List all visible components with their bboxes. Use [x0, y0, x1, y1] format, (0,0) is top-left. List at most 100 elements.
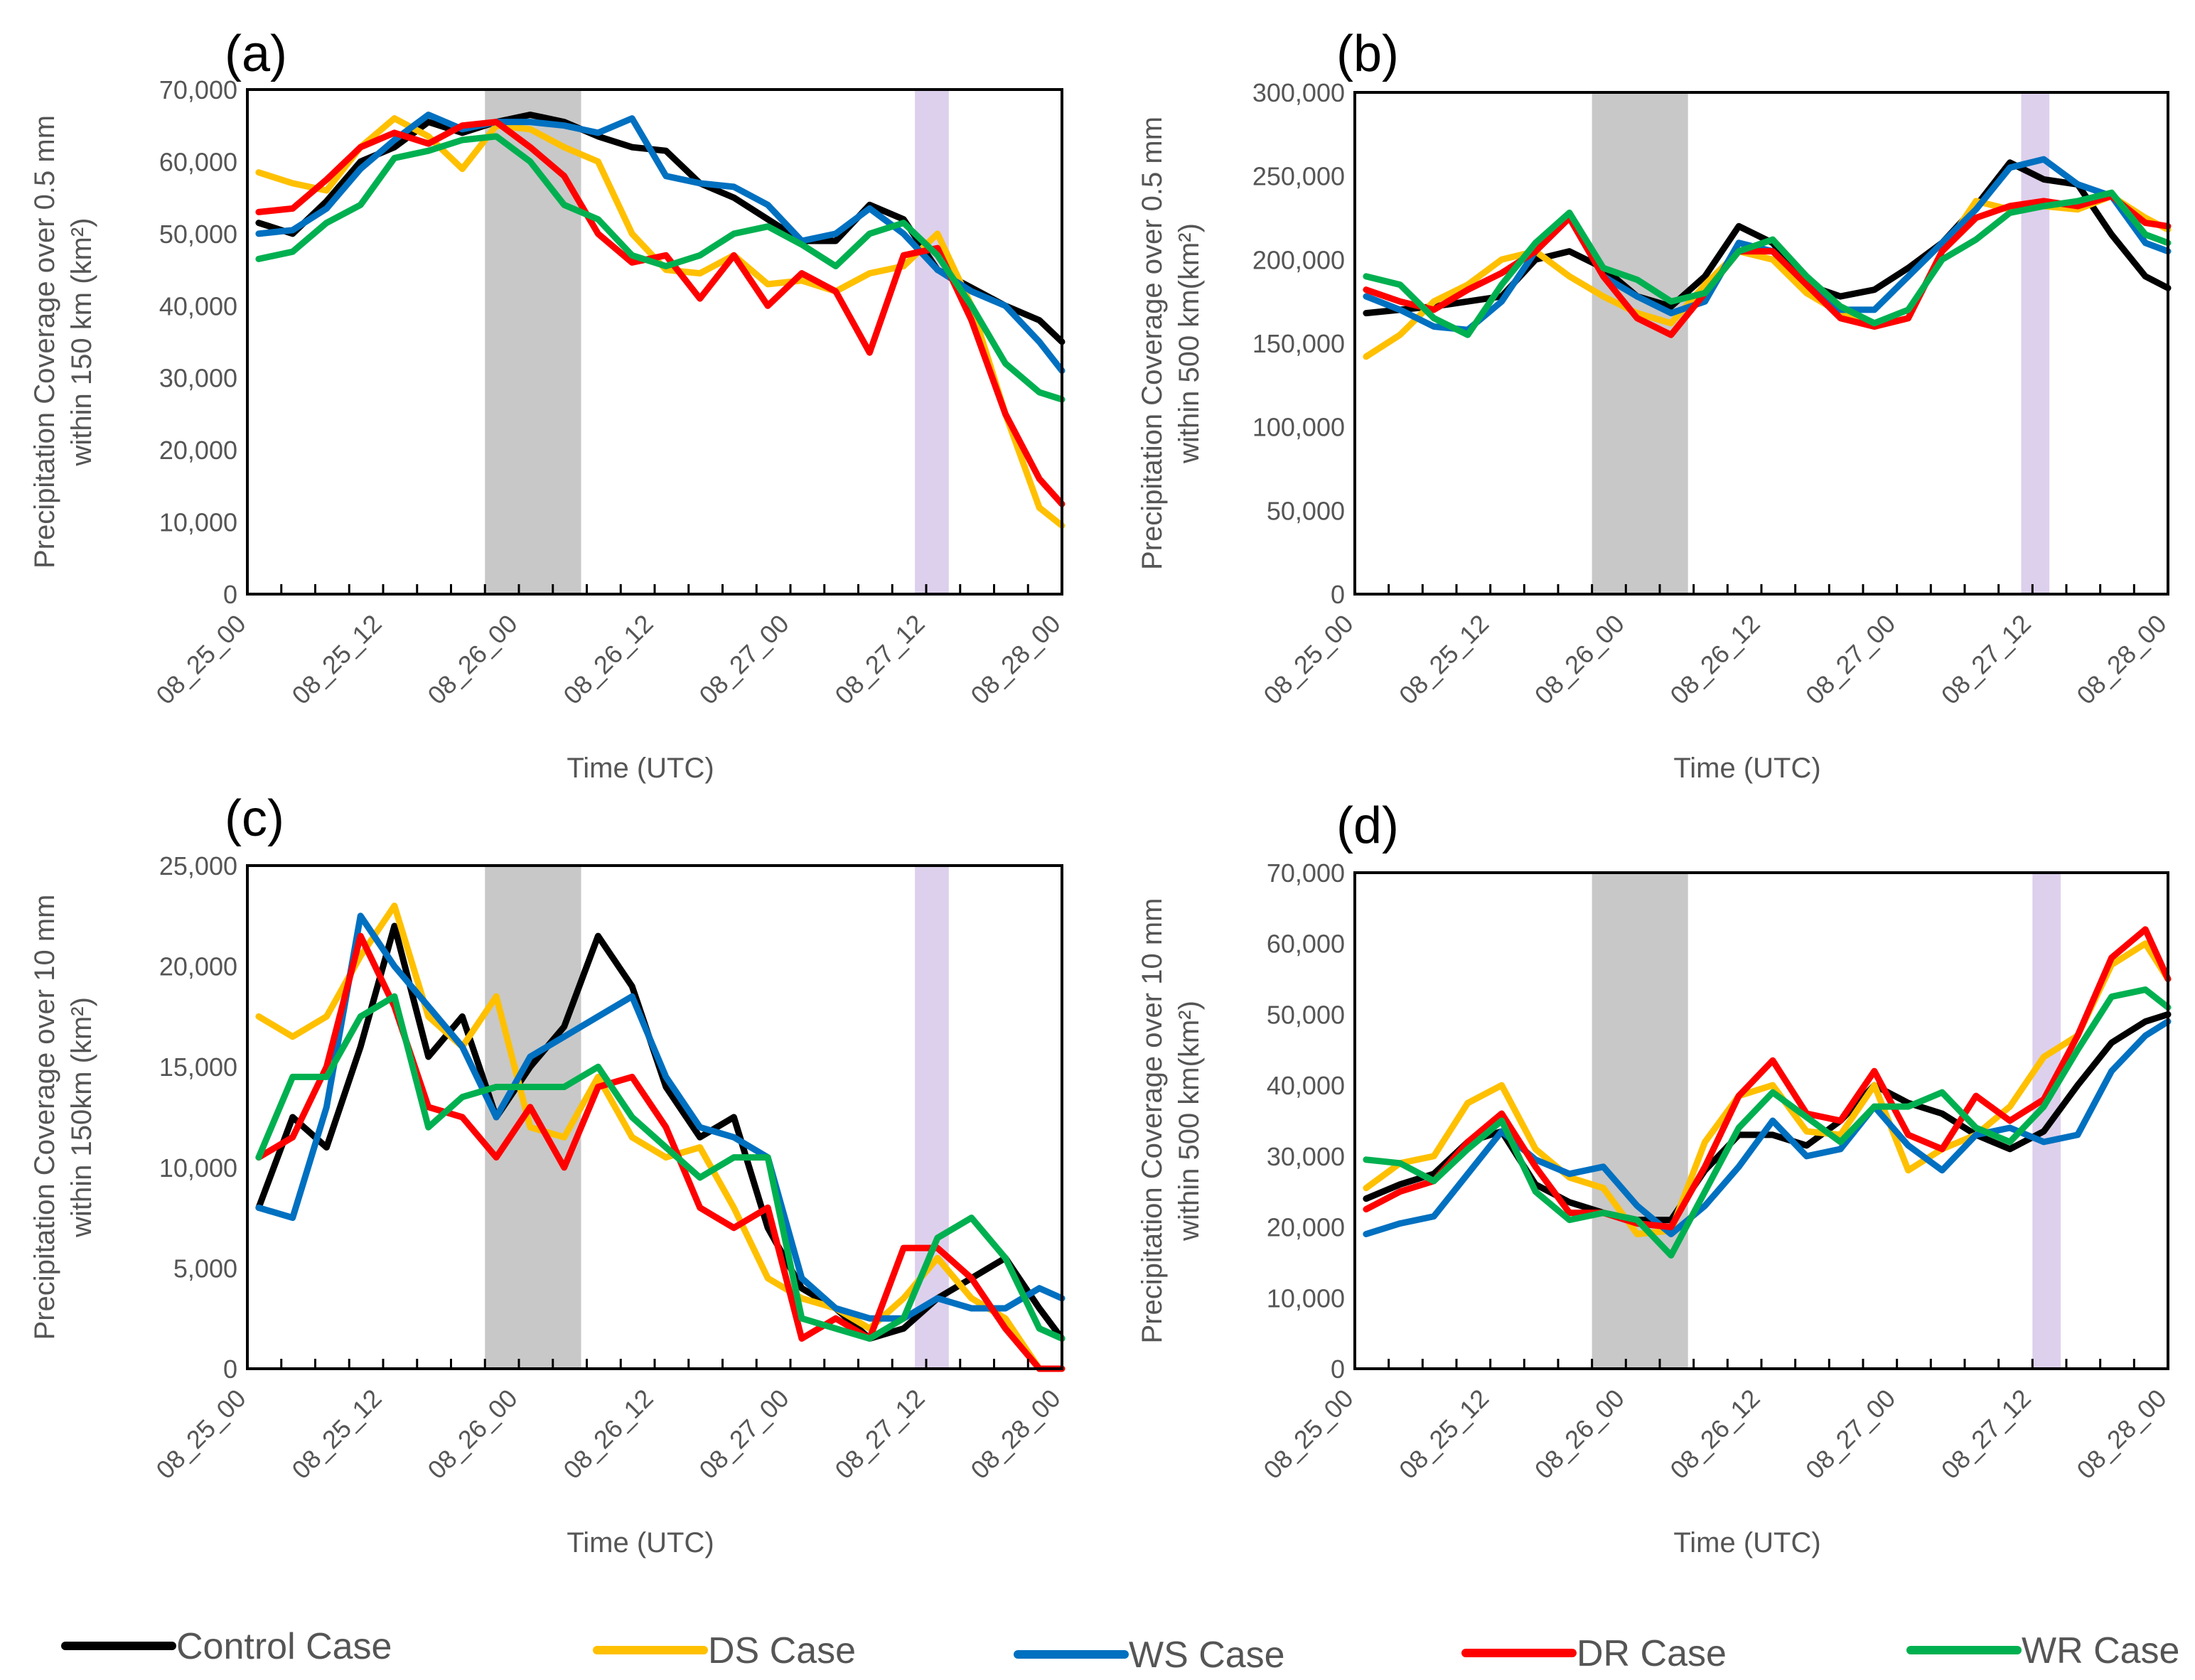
legend-label: WS Case [1129, 1635, 1285, 1676]
y-axis-title-line1: Precipitation Coverage over 0.5 mm [29, 115, 60, 569]
x-tick-label: 08_26_00 [422, 1384, 522, 1485]
x-tick-label: 08_26_00 [422, 609, 522, 710]
shaded-period-gray [1592, 92, 1688, 594]
panel-b: 0 50,000 100,000 150,000 200,000 250,000 300,0… [1137, 26, 2172, 784]
y-tick-label: 40,000 [159, 291, 237, 321]
panel-label: (a) [225, 26, 287, 82]
x-tick-label: 08_25_12 [1393, 609, 1494, 710]
y-tick-label: 40,000 [1267, 1071, 1345, 1100]
x-tick-label: 08_26_00 [1529, 1384, 1630, 1485]
panel-label: (c) [225, 790, 284, 847]
y-tick-label: 10,000 [159, 1153, 237, 1183]
x-tick-label: 08_25_00 [150, 609, 251, 710]
shaded-period-purple [2032, 873, 2061, 1369]
series-line-ds-case [1363, 940, 2172, 1237]
y-axis-title-line1: Precipitation Coverage over 10 mm [1137, 898, 1168, 1344]
y-tick-label: 200,000 [1252, 245, 1345, 274]
x-tick-label: 08_28_00 [2071, 1384, 2172, 1485]
x-tick-label: 08_25_00 [1257, 609, 1358, 710]
panel-d: 0 10,000 20,000 30,000 40,000 50,000 60,000 70,… [1137, 797, 2172, 1558]
y-axis-title-line2: within 500 km(km²) [1174, 223, 1205, 464]
y-axis-title-line2: within 500 km(km²) [1174, 1001, 1205, 1242]
x-tick-label: 08_25_12 [286, 609, 387, 710]
series-line-dr-case [255, 119, 1066, 507]
shaded-period-purple [915, 90, 949, 594]
x-tick-label: 08_27_12 [829, 1384, 930, 1485]
x-axis-title: Time (UTC) [1673, 753, 1820, 784]
y-tick-label: 0 [223, 580, 237, 609]
panel-label: (d) [1336, 797, 1399, 854]
series-line-ws-case [1363, 1018, 2172, 1237]
x-tick-label: 08_26_00 [1529, 609, 1630, 710]
series-line-ws-case [255, 912, 1066, 1322]
y-tick-label: 0 [1331, 580, 1345, 609]
x-tick-label: 08_27_12 [829, 609, 930, 710]
x-tick-label: 08_26_12 [557, 609, 658, 710]
x-axis-title: Time (UTC) [567, 753, 714, 784]
y-tick-label: 10,000 [1267, 1283, 1345, 1313]
series-line-ds-case [255, 115, 1066, 529]
legend-label: Control Case [176, 1626, 392, 1667]
series-line-wr-case [1363, 986, 2172, 1259]
y-tick-label: 30,000 [159, 364, 237, 393]
y-tick-label: 20,000 [1267, 1213, 1345, 1242]
legend: Control Case DS Case WS Case DR Case WR Case [61, 1626, 2179, 1676]
y-tick-label: 300,000 [1252, 78, 1345, 107]
legend-item-ws-case: WS Case [1014, 1635, 1285, 1676]
legend-item-dr-case: DR Case [1461, 1633, 1727, 1674]
series-line-wr-case [1363, 189, 2172, 338]
y-tick-label: 150,000 [1252, 329, 1345, 358]
y-tick-label: 0 [1331, 1355, 1345, 1384]
panel-a: 0 10,000 20,000 30,000 40,000 50,000 60,000 70,… [29, 26, 1066, 784]
y-tick-label: 250,000 [1252, 162, 1345, 191]
legend-label: DR Case [1577, 1633, 1727, 1674]
y-tick-label: 0 [223, 1355, 237, 1384]
x-tick-label: 08_27_00 [693, 609, 794, 710]
x-tick-label: 08_25_12 [1393, 1384, 1494, 1485]
series-line-ws-case [255, 112, 1066, 375]
legend-item-ds-case: DS Case [593, 1630, 856, 1671]
y-tick-label: 20,000 [159, 436, 237, 465]
y-tick-label: 10,000 [159, 508, 237, 537]
x-tick-label: 08_27_12 [1936, 609, 2036, 710]
y-tick-label: 20,000 [159, 952, 237, 981]
x-tick-label: 08_27_00 [1800, 1384, 1901, 1485]
y-tick-label: 60,000 [1267, 930, 1345, 959]
y-tick-label: 70,000 [1267, 858, 1345, 888]
series-line-ds-case [255, 903, 1066, 1372]
x-tick-label: 08_28_00 [965, 1384, 1066, 1485]
x-tick-label: 08_25_00 [150, 1384, 251, 1485]
x-axis-title: Time (UTC) [567, 1527, 714, 1558]
panel-c: 0 5,000 10,000 15,000 20,000 25,000 08_25_00 08… [29, 790, 1066, 1558]
x-tick-label: 08_26_12 [557, 1384, 658, 1485]
x-tick-label: 08_27_12 [1936, 1384, 2036, 1485]
series-line-wr-case [255, 133, 1066, 403]
y-axis-title-line2: within 150 km (km²) [66, 218, 97, 467]
series-line-dr-case [1363, 193, 2172, 338]
legend-label: WR Case [2022, 1630, 2179, 1671]
y-tick-label: 70,000 [159, 75, 237, 104]
x-tick-label: 08_27_00 [693, 1384, 794, 1485]
series-line-wr-case [255, 993, 1066, 1342]
y-tick-label: 5,000 [173, 1254, 237, 1283]
y-tick-label: 50,000 [1267, 496, 1345, 525]
x-tick-label: 08_28_00 [965, 609, 1066, 710]
x-tick-label: 08_26_12 [1664, 609, 1765, 710]
y-tick-label: 15,000 [159, 1052, 237, 1082]
y-tick-label: 50,000 [1267, 1000, 1345, 1029]
y-axis-title-line2: within 150km (km²) [66, 997, 97, 1238]
y-tick-label: 50,000 [159, 220, 237, 249]
x-tick-label: 08_26_12 [1664, 1384, 1765, 1485]
legend-label: DS Case [708, 1630, 856, 1671]
legend-item-wr-case: WR Case [1906, 1630, 2179, 1671]
series-line-dr-case [1363, 926, 2172, 1231]
y-axis-title-line1: Precipitation Coverage over 10 mm [29, 895, 60, 1340]
y-tick-label: 30,000 [1267, 1142, 1345, 1171]
x-tick-label: 08_27_00 [1800, 609, 1901, 710]
x-tick-label: 08_25_12 [286, 1384, 387, 1485]
x-tick-label: 08_25_00 [1257, 1384, 1358, 1485]
panel-label: (b) [1336, 26, 1399, 82]
y-axis-title-line1: Precipitation Coverage over 0.5 mm [1137, 117, 1168, 570]
y-tick-label: 25,000 [159, 851, 237, 881]
